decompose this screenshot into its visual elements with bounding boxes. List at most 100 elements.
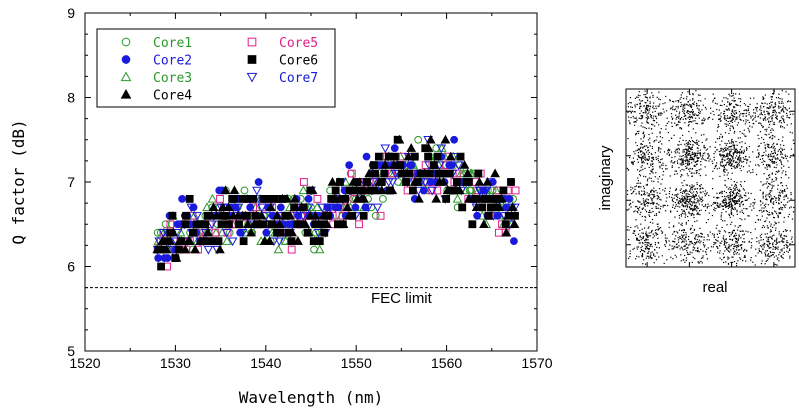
constellation-point	[719, 257, 721, 259]
constellation-point	[722, 154, 724, 156]
constellation-point	[736, 181, 738, 184]
constellation-point	[650, 153, 652, 155]
constellation-point	[717, 124, 719, 126]
constellation-point	[697, 114, 700, 116]
constellation-point	[628, 204, 631, 206]
constellation-point	[742, 115, 744, 117]
constellation-point	[707, 118, 709, 120]
constellation-point	[656, 96, 658, 98]
constellation-point	[639, 175, 642, 177]
constellation-point	[771, 237, 773, 240]
constellation-point	[661, 255, 663, 257]
constellation-point	[739, 105, 741, 107]
constellation-point	[766, 199, 768, 201]
constellation-point	[687, 162, 689, 164]
constellation-point	[713, 235, 715, 237]
constellation-point	[741, 161, 743, 163]
constellation-point	[686, 184, 689, 186]
constellation-point	[703, 133, 705, 136]
constellation-point	[655, 234, 657, 236]
constellation-point	[694, 220, 696, 223]
constellation-point	[678, 158, 680, 160]
constellation-point	[691, 167, 694, 170]
constellation-point	[777, 196, 780, 198]
constellation-point	[657, 159, 660, 162]
constellation-point	[676, 231, 678, 233]
constellation-point	[735, 112, 738, 114]
constellation-point	[750, 172, 752, 174]
constellation-point	[698, 109, 700, 111]
constellation-point	[675, 235, 677, 237]
constellation-point	[637, 161, 639, 163]
constellation-point	[721, 140, 723, 142]
constellation-point	[699, 227, 701, 229]
constellation-point	[707, 203, 709, 205]
constellation-point	[701, 141, 703, 144]
constellation-point	[731, 125, 734, 127]
constellation-point	[702, 241, 704, 244]
constellation-point	[729, 129, 731, 131]
constellation-point	[628, 229, 630, 231]
constellation-point	[725, 147, 727, 149]
constellation-point	[730, 191, 732, 193]
constellation-point	[649, 221, 652, 223]
constellation-point	[768, 221, 771, 223]
constellation-point	[629, 250, 631, 252]
constellation-point	[735, 195, 737, 197]
constellation-point	[680, 254, 682, 256]
constellation-point	[772, 129, 774, 131]
constellation-point	[687, 125, 690, 127]
constellation-point	[689, 243, 691, 245]
constellation-point	[649, 255, 651, 257]
constellation-point	[692, 231, 694, 234]
constellation-point	[776, 258, 779, 260]
constellation-point	[712, 203, 714, 205]
constellation-point	[716, 251, 719, 253]
constellation-point	[721, 205, 723, 207]
constellation-point	[700, 192, 702, 194]
constellation-point	[675, 106, 677, 108]
constellation-point	[696, 143, 699, 145]
constellation-point	[670, 113, 673, 115]
constellation-point	[675, 246, 677, 248]
constellation-point	[733, 100, 735, 102]
constellation-point	[644, 149, 647, 151]
constellation-point	[681, 162, 683, 164]
constellation-point	[753, 207, 755, 209]
constellation-point	[684, 197, 686, 199]
constellation-point	[637, 207, 639, 209]
constellation-point	[719, 144, 721, 146]
constellation-point	[689, 213, 691, 215]
constellation-point	[628, 208, 630, 210]
constellation-point	[638, 182, 640, 184]
constellation-point	[681, 208, 683, 211]
constellation-point	[790, 206, 792, 208]
data-point	[287, 245, 296, 254]
constellation-point	[744, 123, 746, 125]
constellation-point	[740, 195, 742, 197]
constellation-point	[787, 197, 789, 199]
constellation-point	[665, 110, 668, 112]
constellation-point	[731, 195, 733, 197]
data-point	[467, 186, 476, 195]
constellation-point	[721, 240, 723, 242]
constellation-point	[722, 253, 724, 255]
constellation-point	[758, 240, 760, 242]
constellation-point	[631, 110, 633, 112]
constellation-point	[789, 255, 791, 257]
constellation-point	[721, 192, 723, 195]
constellation-point	[725, 200, 727, 202]
constellation-point	[679, 155, 681, 157]
constellation-point	[646, 233, 648, 235]
constellation-point	[767, 113, 769, 115]
constellation-point	[693, 141, 696, 144]
data-point	[246, 227, 257, 237]
constellation-point	[691, 153, 693, 155]
constellation-point	[773, 111, 775, 114]
constellation-point	[707, 218, 709, 221]
constellation-point	[686, 208, 688, 210]
data-point	[180, 244, 191, 254]
constellation-point	[731, 156, 733, 158]
constellation-point	[747, 109, 750, 112]
constellation-point	[638, 192, 640, 194]
